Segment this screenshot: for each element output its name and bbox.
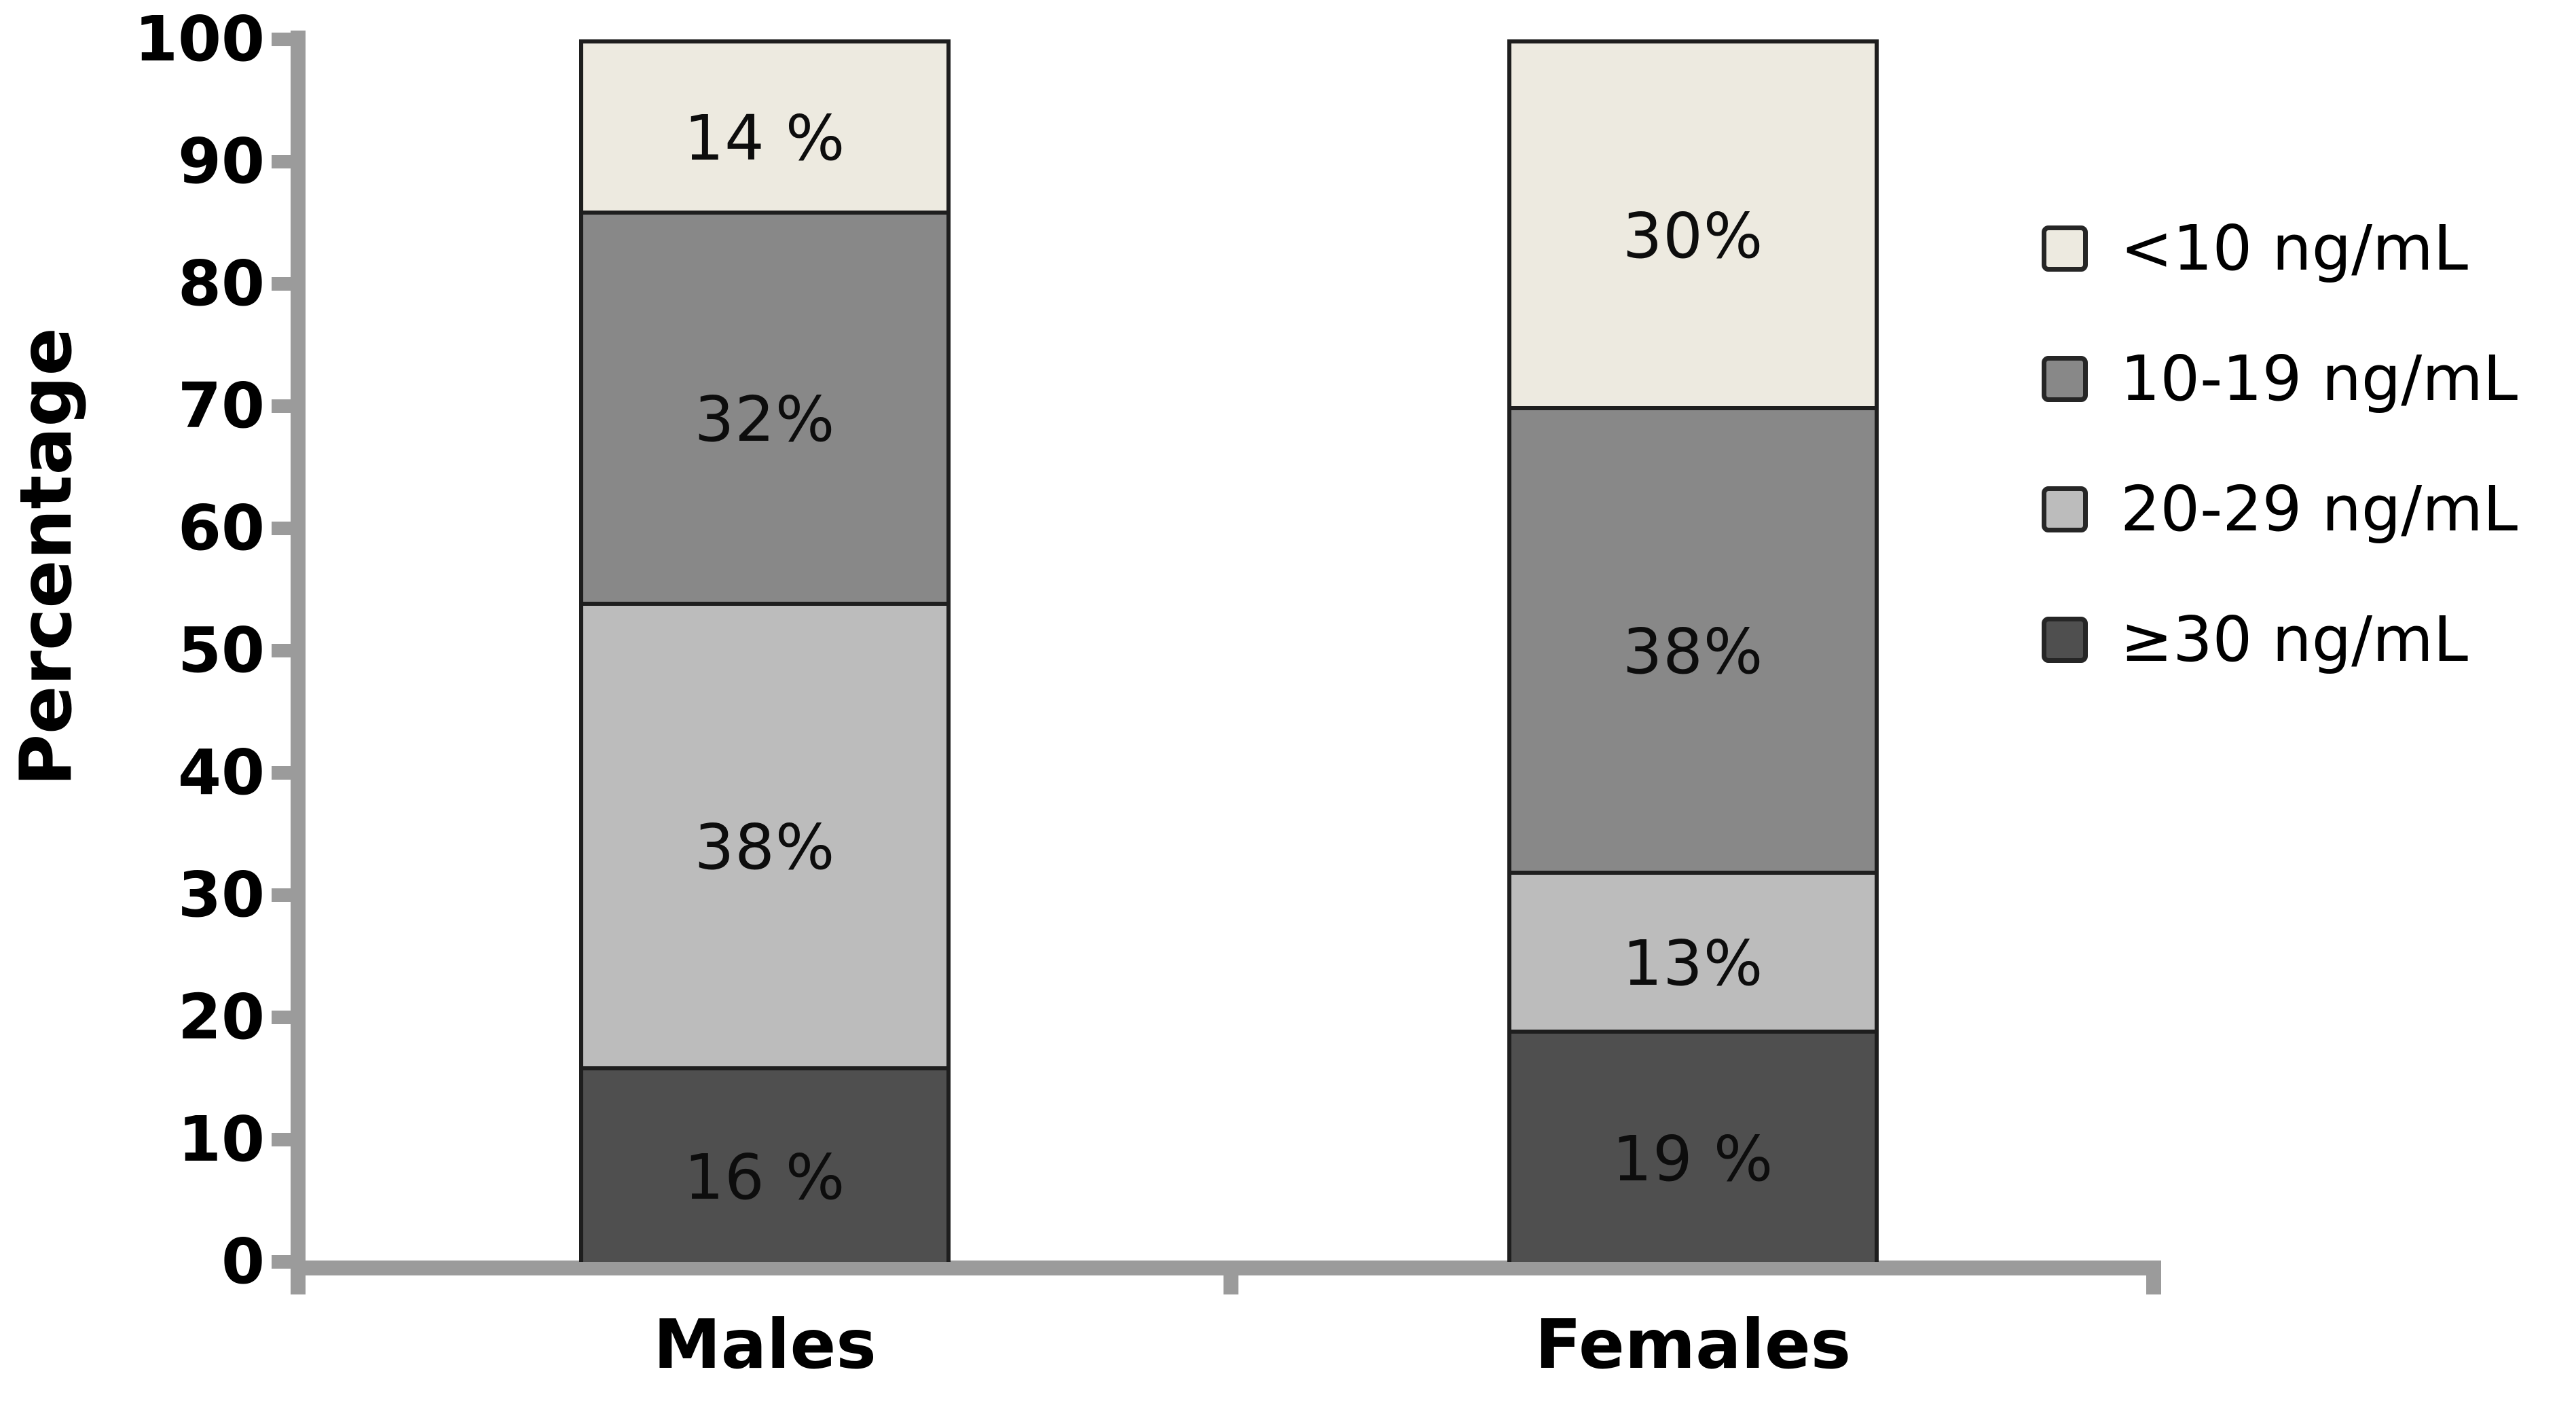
x-axis-line	[291, 1261, 2161, 1275]
legend-label-4: ≥30 ng/mL	[2120, 603, 2468, 676]
y-tick-70	[272, 399, 291, 413]
segment-value-label: 30%	[1622, 199, 1764, 272]
bar-segment-males-1: 14 %	[579, 39, 951, 215]
bar-segment-females-2: 38%	[1507, 406, 1879, 875]
legend-label-2: 10-19 ng/mL	[2120, 342, 2518, 415]
y-tick-label-30: 30	[177, 858, 265, 931]
segment-value-label: 16 %	[684, 1140, 846, 1214]
y-tick-label-50: 50	[177, 614, 265, 687]
y-tick-label-100: 100	[134, 3, 265, 75]
legend-swatch-4	[2042, 617, 2088, 663]
category-label-males: Males	[653, 1305, 877, 1384]
y-tick-10	[272, 1133, 291, 1146]
y-tick-label-60: 60	[177, 492, 265, 564]
legend-swatch-2	[2042, 356, 2088, 402]
y-tick-label-40: 40	[177, 736, 265, 809]
y-tick-60	[272, 522, 291, 535]
y-tick-label-80: 80	[177, 247, 265, 320]
legend-swatch-3	[2042, 486, 2088, 532]
y-tick-label-20: 20	[177, 981, 265, 1053]
y-tick-label-0: 0	[221, 1225, 265, 1298]
legend-swatch-1	[2042, 225, 2088, 272]
x-axis-end-tick	[2146, 1271, 2161, 1294]
x-axis-mid-tick	[1223, 1271, 1238, 1294]
legend-label-3: 20-29 ng/mL	[2120, 473, 2518, 545]
bar-segment-females-4: 19 %	[1507, 1030, 1879, 1262]
legend-label-1: <10 ng/mL	[2120, 212, 2468, 285]
bar-segment-females-3: 13%	[1507, 871, 1879, 1034]
category-label-females: Females	[1534, 1305, 1852, 1384]
y-tick-0	[272, 1255, 291, 1269]
segment-value-label: 13%	[1622, 926, 1764, 1000]
segment-value-label: 19 %	[1612, 1122, 1774, 1195]
y-tick-100	[272, 33, 291, 46]
bar-segment-males-2: 32%	[579, 211, 951, 606]
segment-value-label: 32%	[694, 382, 836, 456]
y-tick-80	[272, 277, 291, 291]
segment-value-label: 14 %	[684, 101, 846, 175]
y-tick-label-10: 10	[177, 1103, 265, 1176]
y-tick-label-90: 90	[177, 125, 265, 198]
segment-value-label: 38%	[1622, 615, 1764, 688]
bar-segment-males-3: 38%	[579, 602, 951, 1070]
y-axis-line	[291, 31, 306, 1294]
y-tick-90	[272, 155, 291, 168]
bar-segment-males-4: 16 %	[579, 1066, 951, 1262]
y-tick-30	[272, 888, 291, 902]
y-tick-label-70: 70	[177, 369, 265, 442]
segment-value-label: 38%	[694, 810, 836, 884]
bar-segment-females-1: 30%	[1507, 39, 1879, 410]
y-tick-20	[272, 1011, 291, 1024]
y-tick-50	[272, 644, 291, 657]
y-axis-title: Percentage	[5, 327, 88, 786]
y-tick-40	[272, 766, 291, 780]
